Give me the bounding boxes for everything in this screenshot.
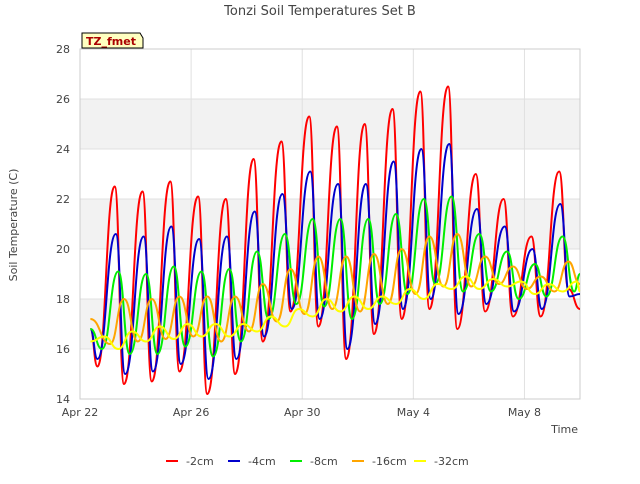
legend-label: -16cm xyxy=(372,455,407,468)
series-layer xyxy=(89,85,581,395)
series-line-8cmcm xyxy=(90,195,581,358)
y-tick-label: 22 xyxy=(56,193,70,206)
y-tick-label: 14 xyxy=(56,393,70,406)
x-axis-label: Time xyxy=(550,423,578,436)
y-tick-label: 26 xyxy=(56,93,70,106)
legend-item: -2cm xyxy=(166,455,214,468)
legend-item: -4cm xyxy=(228,455,276,468)
plot-band xyxy=(80,349,580,399)
plot-band xyxy=(80,49,580,99)
plot-frame xyxy=(79,48,581,400)
x-tick-label: May 4 xyxy=(397,406,430,419)
annotation-box: TZ_fmet xyxy=(81,32,144,49)
annotation-label: TZ_fmet xyxy=(86,35,136,48)
x-tick-label: Apr 26 xyxy=(173,406,210,419)
series-line-32cmcm xyxy=(90,275,581,350)
legend-item: -8cm xyxy=(290,455,338,468)
legend-label: -4cm xyxy=(248,455,276,468)
y-tick-label: 24 xyxy=(56,143,70,156)
y-tick-label: 18 xyxy=(56,293,70,306)
legend: -2cm -4cm -8cm -16cm -32cm xyxy=(166,455,469,468)
x-tick-label: Apr 30 xyxy=(284,406,321,419)
series-line-4cmcm xyxy=(89,143,581,380)
x-axis-ticks: Apr 22 Apr 26 Apr 30 May 4 May 8 xyxy=(62,406,541,419)
y-axis-label: Soil Temperature (C) xyxy=(7,169,20,282)
x-tick-label: Apr 22 xyxy=(62,406,99,419)
legend-item: -16cm xyxy=(352,455,407,468)
x-tick-label: May 8 xyxy=(508,406,541,419)
legend-label: -32cm xyxy=(434,455,469,468)
y-tick-label: 28 xyxy=(56,43,70,56)
legend-label: -2cm xyxy=(186,455,214,468)
y-tick-label: 20 xyxy=(56,243,70,256)
series-line-16cmcm xyxy=(90,233,581,345)
y-tick-label: 16 xyxy=(56,343,70,356)
plot-band xyxy=(80,99,580,149)
legend-item: -32cm xyxy=(414,455,469,468)
y-axis-ticks: 14 16 18 20 22 24 26 28 xyxy=(56,43,70,406)
chart-title: Tonzi Soil Temperatures Set B xyxy=(223,4,416,19)
legend-label: -8cm xyxy=(310,455,338,468)
